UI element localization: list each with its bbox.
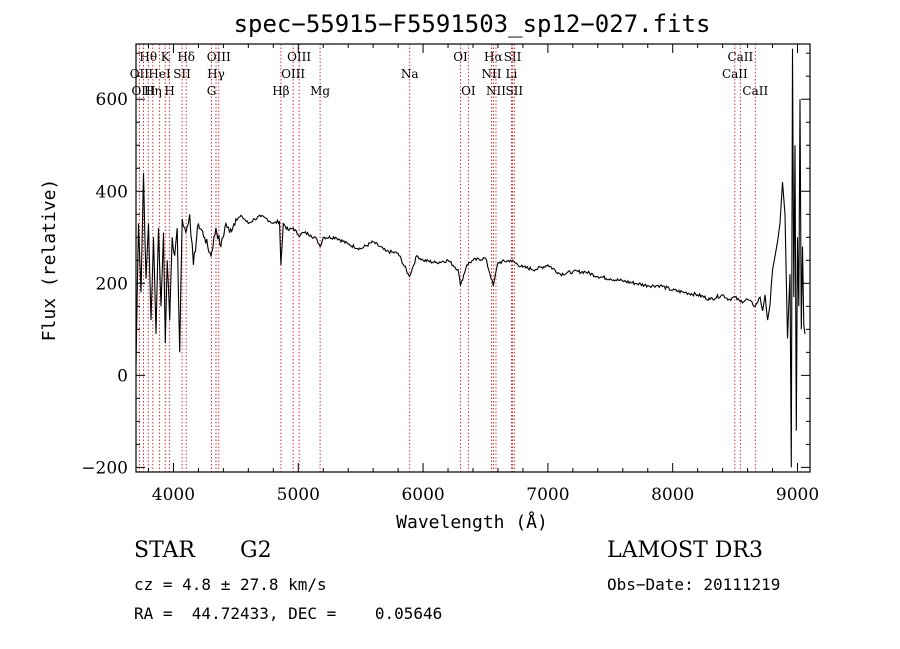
line-label: CaII — [742, 84, 768, 98]
x-axis-label: Wavelength (Å) — [396, 511, 548, 533]
line-label: OIII — [281, 67, 305, 81]
line-label: OI — [453, 50, 468, 64]
line-label: Mg — [310, 84, 330, 98]
x-tick-label: 6000 — [401, 485, 444, 505]
line-label: Hγ — [207, 67, 225, 81]
x-tick-label: 4000 — [152, 485, 195, 505]
line-label: SII — [505, 84, 523, 98]
line-label: OIII — [207, 50, 231, 64]
line-label: Hη — [144, 84, 162, 98]
line-label: Li — [506, 67, 518, 81]
plot-frame — [135, 43, 811, 473]
line-label: H — [164, 84, 174, 98]
survey-name: LAMOST DR3 — [607, 538, 763, 563]
obs-date: Obs−Date: 20111219 — [607, 575, 781, 594]
x-axis: 4000 5000 6000 7000 8000 9000 — [147, 44, 819, 505]
y-tick-label: 200 — [96, 274, 128, 294]
line-label: CaII — [727, 50, 753, 64]
line-label: Na — [401, 67, 419, 81]
coordinates: RA = 44.72433, DEC = 0.05646 — [134, 604, 443, 623]
line-label: SII — [173, 67, 191, 81]
line-label: K — [161, 50, 171, 64]
x-tick-label: 5000 — [277, 485, 320, 505]
x-tick-label: 9000 — [776, 485, 819, 505]
object-subclass: G2 — [240, 538, 272, 563]
y-axis: −200 0 200 400 600 — [81, 52, 810, 478]
line-label: NII — [486, 84, 506, 98]
y-tick-label: 600 — [96, 90, 128, 110]
x-tick-label: 7000 — [526, 485, 569, 505]
spectrum-line — [135, 48, 806, 468]
line-label: OI — [461, 84, 476, 98]
line-label: SII — [504, 50, 522, 64]
y-axis-label: Flux (relative) — [39, 179, 60, 342]
line-label: G — [207, 84, 217, 98]
line-label: HeI — [148, 67, 171, 81]
chart-title: spec−55915−F5591503_sp12−027.fits — [234, 10, 711, 38]
line-label: OIII — [287, 50, 311, 64]
y-tick-label: 0 — [117, 366, 128, 386]
object-class: STAR — [134, 538, 195, 563]
line-label: Hα — [484, 50, 503, 64]
y-tick-label: 400 — [96, 182, 128, 202]
line-label: Hβ — [272, 84, 289, 98]
y-tick-label: −200 — [81, 458, 128, 478]
line-label: OIII — [131, 84, 155, 98]
line-label: OII — [130, 67, 150, 81]
line-label: CaII — [722, 67, 748, 81]
line-label: NII — [481, 67, 501, 81]
x-tick-label: 8000 — [651, 485, 694, 505]
line-label: Hθ — [139, 50, 157, 64]
redshift-readout: cz = 4.8 ± 27.8 km/s — [134, 575, 327, 594]
line-label: Hδ — [177, 50, 195, 64]
